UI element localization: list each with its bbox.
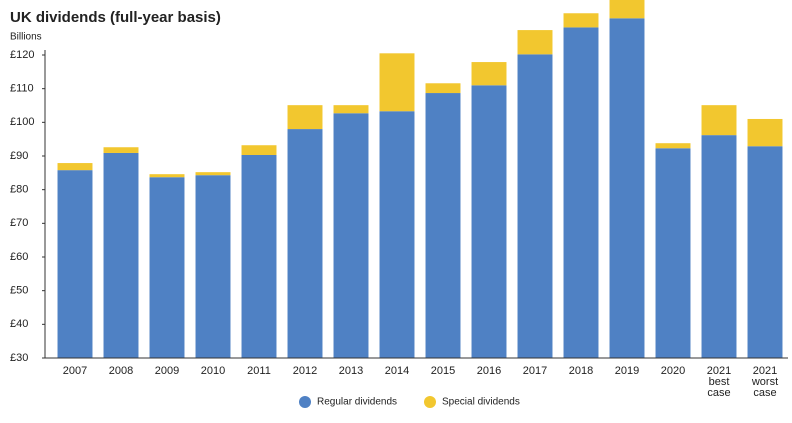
x-tick-label: 2014 <box>384 365 410 377</box>
x-tick-label: 2021 worst case <box>751 365 779 399</box>
y-tick-label: £110 <box>10 83 34 95</box>
bar-segment <box>103 152 139 358</box>
x-tick-label: 2019 <box>614 365 640 377</box>
bar-segment <box>149 174 185 178</box>
bar-segment <box>149 177 185 358</box>
y-tick-label: £120 <box>10 49 34 61</box>
x-tick-label: 2009 <box>154 365 180 377</box>
bar-segment <box>747 118 783 147</box>
bar-segment <box>241 154 277 358</box>
y-tick-label: £90 <box>10 150 28 162</box>
chart-title: UK dividends (full-year basis) <box>10 9 221 26</box>
x-tick-label: 2008 <box>108 365 134 377</box>
legend-label: Special dividends <box>442 397 520 408</box>
bar-segment <box>563 13 599 28</box>
bar-segment <box>287 105 323 130</box>
bar-segment <box>379 53 415 112</box>
x-tick-label: 2010 <box>200 365 226 377</box>
x-tick-label: 2021 best case <box>706 365 732 399</box>
x-tick-label: 2018 <box>568 365 594 377</box>
bar-segment <box>57 163 93 171</box>
bar-segment <box>57 170 93 358</box>
bar-segment <box>241 145 277 155</box>
bar-segment <box>609 0 645 19</box>
bar-segment <box>333 113 369 358</box>
bar-segment <box>471 62 507 86</box>
bar-segment <box>655 148 691 358</box>
y-tick-label: £100 <box>10 116 34 128</box>
bar-segment <box>701 105 737 136</box>
bar-segment <box>563 27 599 358</box>
bar-segment <box>287 129 323 358</box>
x-tick-label: 2016 <box>476 365 502 377</box>
y-tick-label: £50 <box>10 285 28 297</box>
legend-marker <box>424 396 436 408</box>
bar-segment <box>701 135 737 358</box>
y-tick-label: £60 <box>10 251 28 263</box>
x-tick-label: 2020 <box>660 365 686 377</box>
x-tick-label: 2012 <box>292 365 318 377</box>
x-tick-label: 2013 <box>338 365 364 377</box>
legend-marker <box>299 396 311 408</box>
x-tick-label: 2011 <box>247 365 271 377</box>
x-tick-label: 2007 <box>62 365 88 377</box>
bar-segment <box>379 111 415 359</box>
bar-segment <box>425 83 461 94</box>
legend-label: Regular dividends <box>317 397 397 408</box>
bar-segment <box>333 105 369 114</box>
bar-segment <box>655 143 691 149</box>
bar-segment <box>609 18 645 358</box>
bar-segment <box>517 30 553 55</box>
x-tick-label: 2015 <box>430 365 456 377</box>
bar-segment <box>517 54 553 359</box>
x-tick-label: 2017 <box>522 365 548 377</box>
y-tick-label: £70 <box>10 217 28 229</box>
bar-segment <box>747 146 783 358</box>
bar-segment <box>471 85 507 359</box>
y-tick-label: £80 <box>10 184 28 196</box>
bar-segment <box>195 172 231 176</box>
bar-segment <box>195 175 231 358</box>
bar-segment <box>425 93 461 358</box>
y-tick-label: £40 <box>10 318 28 330</box>
y-axis-label: Billions <box>10 32 42 43</box>
bar-segment <box>103 147 139 153</box>
y-tick-label: £30 <box>10 352 28 364</box>
